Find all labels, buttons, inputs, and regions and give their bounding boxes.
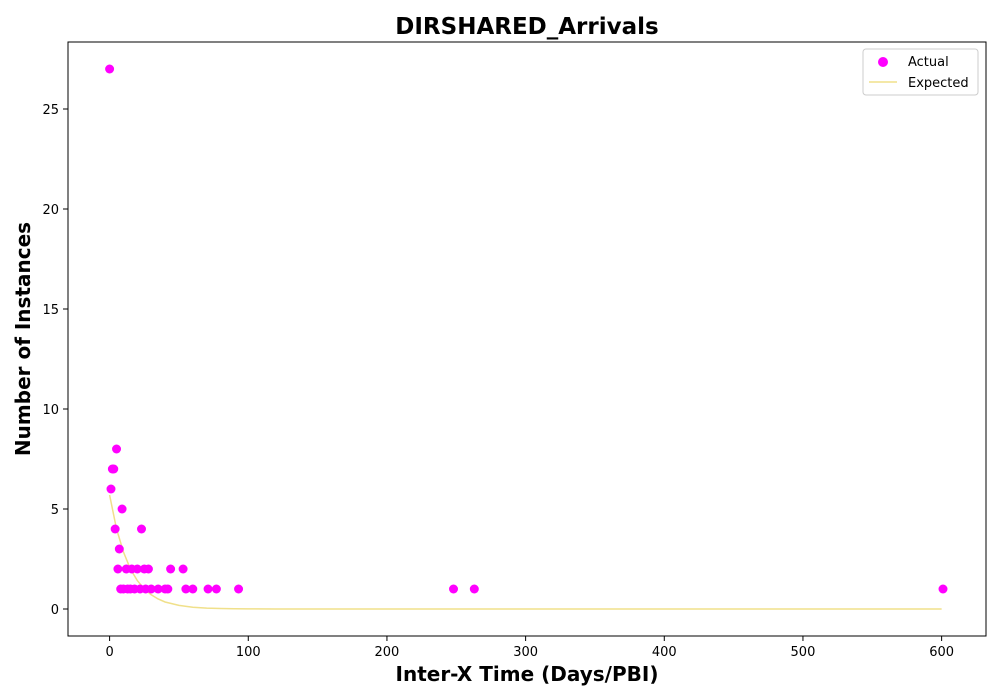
actual-point — [132, 564, 142, 574]
actual-point — [938, 584, 948, 594]
y-tick-label: 15 — [42, 303, 59, 318]
x-axis-title: Inter-X Time (Days/PBI) — [396, 662, 659, 686]
legend-box — [862, 48, 979, 96]
actual-point — [106, 484, 116, 494]
actual-point — [211, 584, 221, 594]
actual-point — [166, 564, 176, 574]
actual-point — [181, 584, 191, 594]
actual-point — [188, 584, 198, 594]
y-axis: 0 5 10 15 20 25 — [42, 103, 68, 618]
actual-point — [153, 584, 163, 594]
expected-curve — [108, 494, 942, 610]
actual-point — [114, 544, 124, 554]
plot-frame — [67, 41, 987, 637]
x-axis: 0 100 200 300 400 500 600 — [105, 636, 954, 660]
actual-point — [109, 464, 119, 474]
actual-point — [234, 584, 244, 594]
actual-point — [469, 584, 479, 594]
actual-point — [105, 64, 115, 74]
plot-area — [105, 64, 948, 610]
chart-title: DIRSHARED_Arrivals — [395, 14, 658, 40]
actual-point — [146, 584, 156, 594]
legend-marker-actual — [878, 57, 888, 67]
actual-point — [178, 564, 188, 574]
actual-point — [203, 584, 213, 594]
y-tick-label: 0 — [51, 603, 59, 618]
y-tick-label: 5 — [51, 503, 59, 518]
actual-point — [113, 564, 123, 574]
actual-point — [143, 564, 153, 574]
actual-point — [112, 444, 122, 454]
legend-label-actual: Actual — [908, 55, 949, 70]
y-tick-label: 25 — [42, 103, 59, 118]
y-axis-title: Number of Instances — [11, 222, 35, 456]
actual-point — [163, 584, 173, 594]
actual-point — [110, 524, 120, 534]
legend-label-expected: Expected — [908, 76, 969, 91]
x-tick-label: 0 — [105, 645, 113, 660]
x-tick-label: 300 — [513, 645, 538, 660]
y-tick-label: 20 — [42, 203, 59, 218]
x-tick-label: 500 — [791, 645, 816, 660]
actual-point — [137, 524, 146, 534]
legend: Actual Expected — [862, 48, 979, 96]
x-tick-label: 100 — [236, 645, 261, 660]
x-tick-label: 600 — [929, 645, 954, 660]
actual-point — [449, 584, 458, 594]
y-tick-label: 10 — [42, 403, 59, 418]
actual-point — [117, 504, 127, 514]
x-tick-label: 200 — [375, 645, 400, 660]
x-tick-label: 400 — [652, 645, 677, 660]
